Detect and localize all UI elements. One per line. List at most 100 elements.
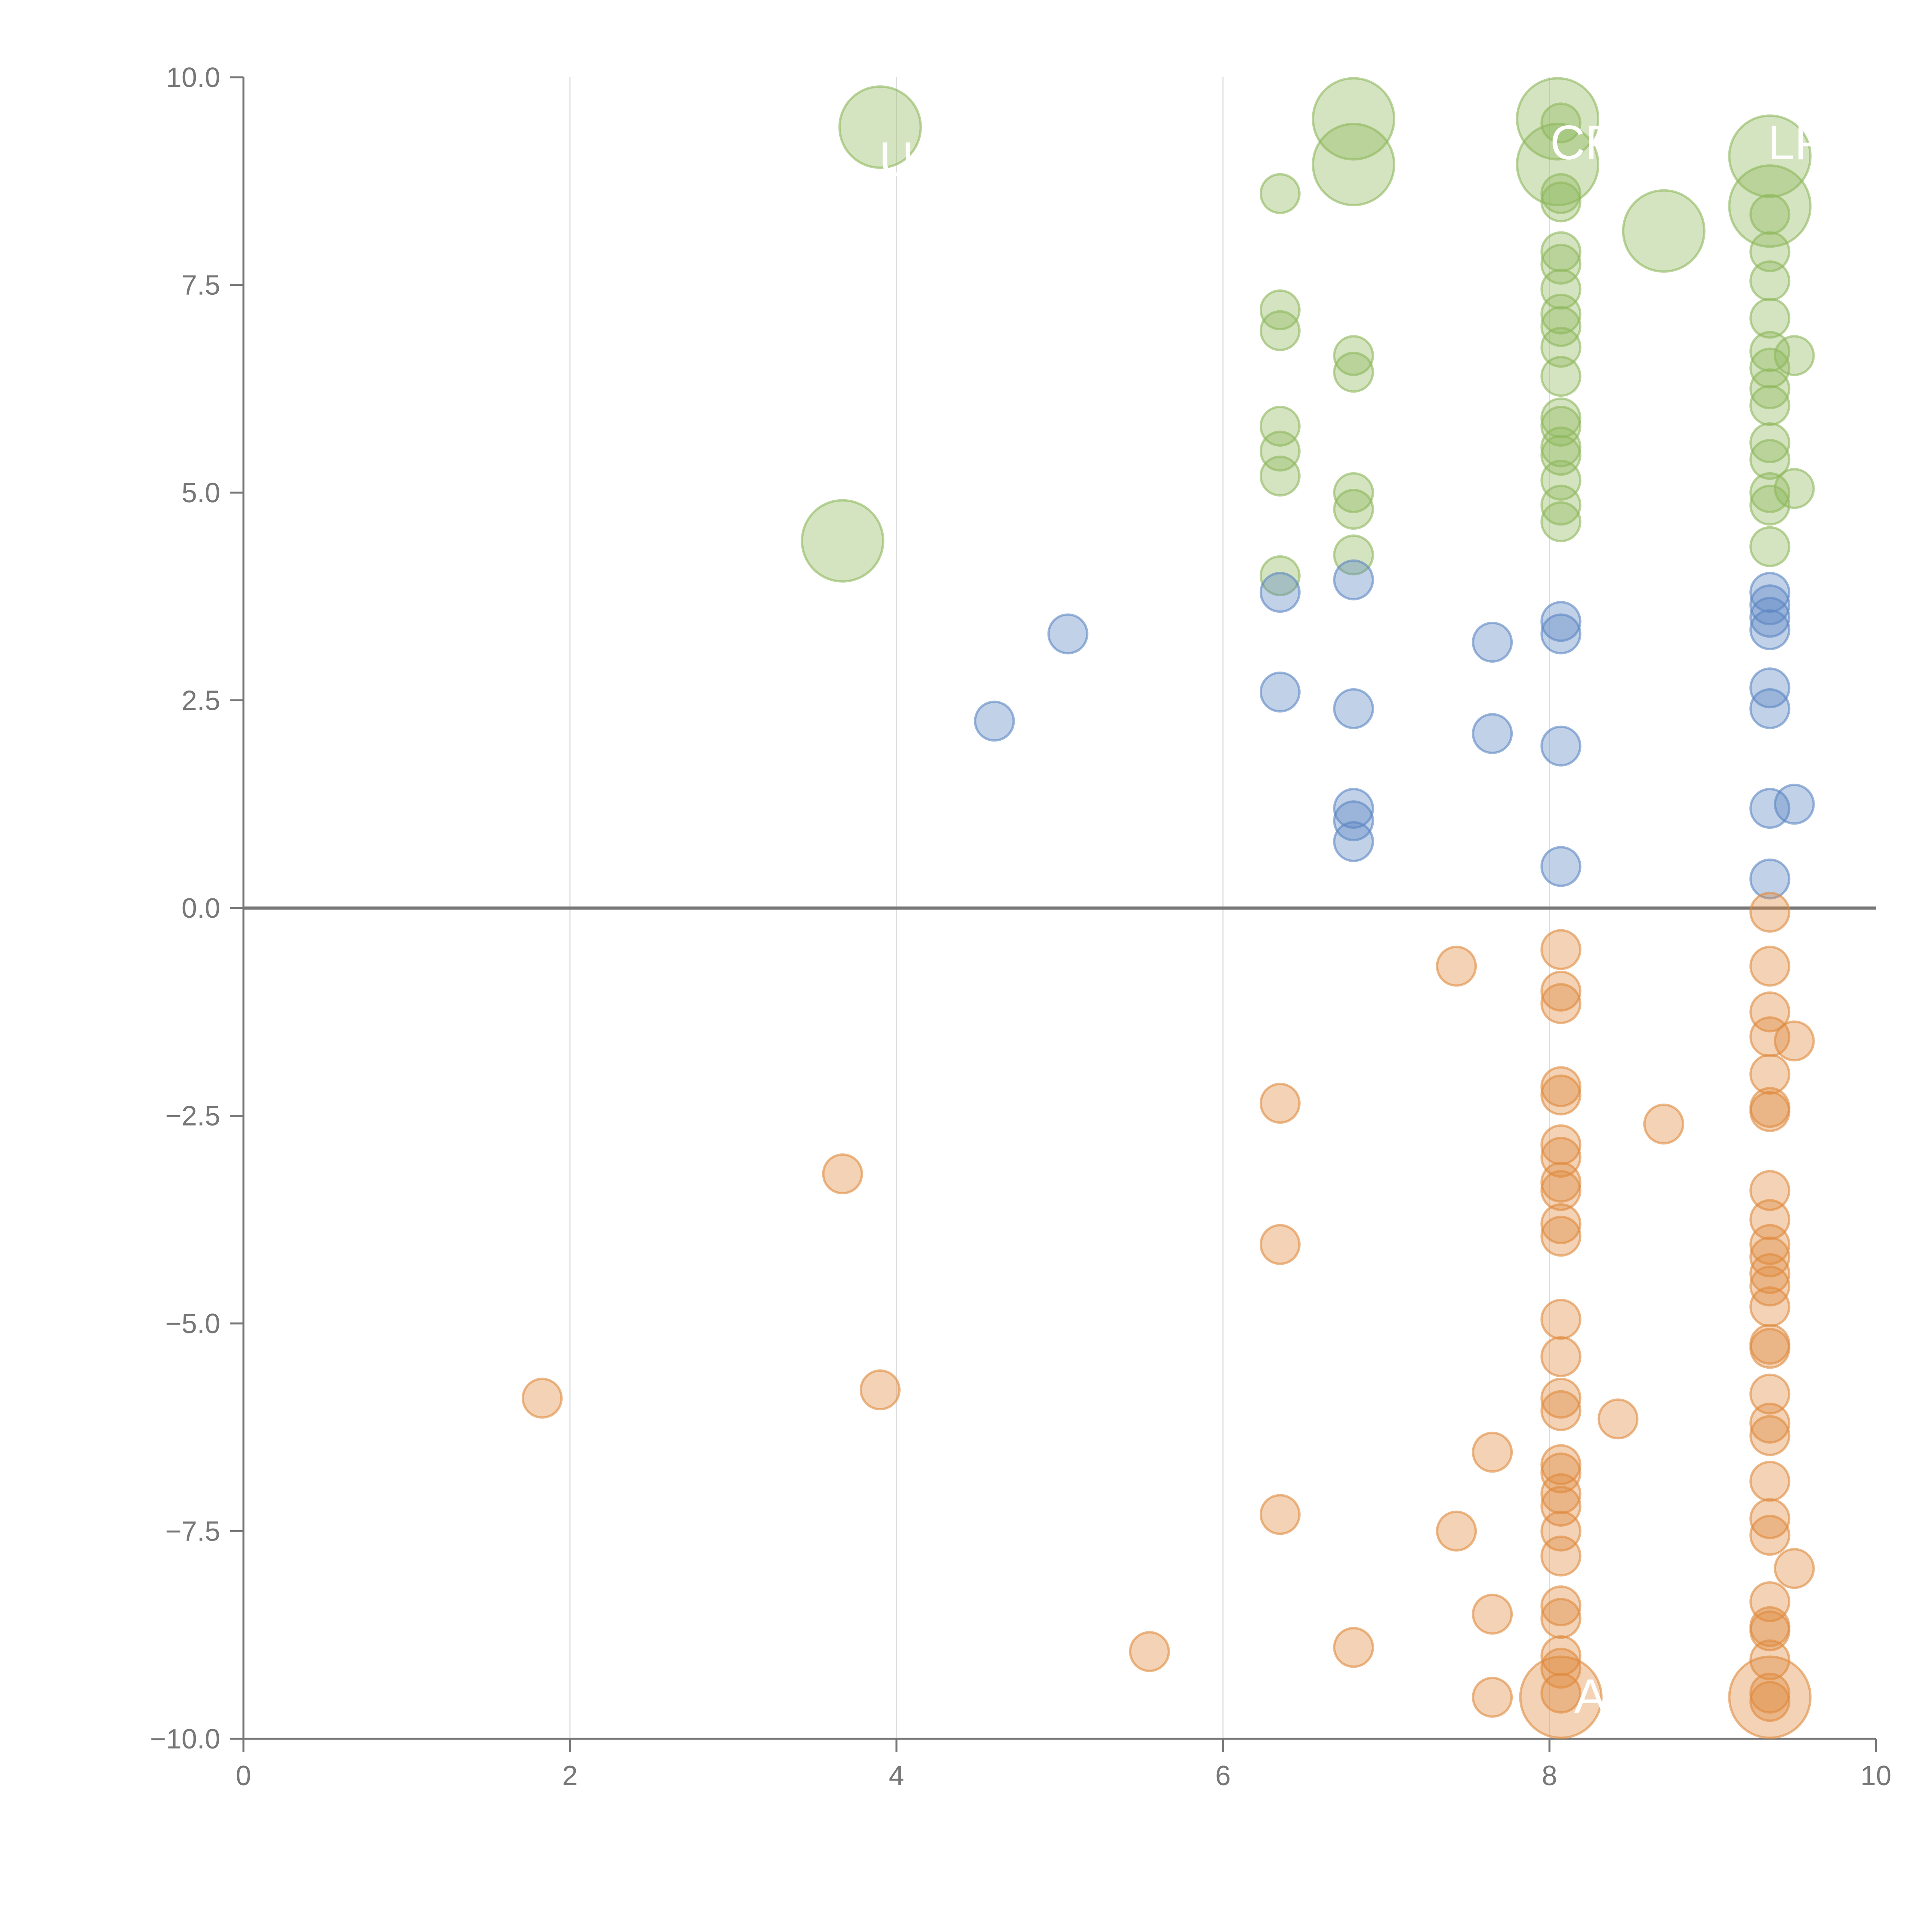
data-point (1540, 243, 1582, 285)
data-point (1333, 688, 1374, 729)
y-tick-label: −5.0 (165, 1308, 220, 1339)
data-point (1749, 1373, 1791, 1415)
data-point (1749, 1581, 1791, 1622)
data-point (1749, 1286, 1791, 1327)
data-point (1749, 858, 1791, 900)
data-point (1259, 1494, 1301, 1535)
data-point (1749, 1224, 1791, 1265)
data-point (1749, 1415, 1791, 1456)
data-point (1749, 526, 1791, 567)
data-point (1774, 784, 1815, 825)
data-point (1540, 1170, 1582, 1211)
data-point (1749, 946, 1791, 987)
data-point (1622, 189, 1706, 273)
data-point (1540, 406, 1582, 447)
data-point (1540, 1672, 1582, 1714)
data-point (1540, 1203, 1582, 1244)
data-point (1333, 335, 1374, 376)
data-point (1333, 352, 1374, 393)
data-point (1749, 1054, 1791, 1095)
data-point (1540, 485, 1582, 526)
data-point (1333, 489, 1374, 530)
data-point (1540, 1378, 1582, 1419)
data-point (1333, 559, 1374, 600)
data-point (859, 1369, 901, 1410)
data-point (822, 1153, 863, 1194)
data-point (1749, 1236, 1791, 1277)
data-point (1259, 555, 1301, 596)
data-point (1540, 293, 1582, 335)
data-point (1540, 1510, 1582, 1552)
data-point (1259, 430, 1301, 472)
data-point (1749, 1170, 1791, 1211)
data-point (1259, 1224, 1301, 1265)
x-tick-label: 6 (1215, 1760, 1231, 1791)
annotation-label: U (879, 133, 914, 186)
y-tick-label: 0.0 (182, 893, 220, 924)
data-point (1540, 601, 1582, 642)
data-point (1129, 1631, 1170, 1672)
data-point (1047, 613, 1088, 655)
data-point (1774, 468, 1815, 509)
data-point (1749, 1498, 1791, 1539)
data-point (1749, 1515, 1791, 1556)
data-point (1540, 356, 1582, 397)
data-point (1749, 485, 1791, 526)
data-point (1749, 385, 1791, 426)
y-tick-label: 7.5 (182, 270, 220, 301)
data-point (1749, 1199, 1791, 1240)
data-point (1749, 260, 1791, 301)
data-point (1540, 1452, 1582, 1493)
data-point (1540, 1598, 1582, 1639)
data-point (1774, 335, 1815, 376)
data-point (1749, 422, 1791, 463)
data-point (1774, 1548, 1815, 1589)
annotations: U CFX LPL A (879, 116, 1854, 1723)
data-point (1749, 347, 1791, 389)
data-point (1312, 77, 1395, 161)
data-point (1540, 1137, 1582, 1178)
y-tick-label: 5.0 (182, 478, 220, 509)
data-point (1749, 688, 1791, 729)
data-point (1472, 1594, 1513, 1635)
data-point (1728, 1655, 1812, 1739)
data-point (1749, 194, 1791, 235)
data-point (1749, 1091, 1791, 1132)
x-tick-label: 2 (562, 1760, 578, 1791)
data-point (1259, 456, 1301, 497)
y-tick-label: −7.5 (165, 1516, 220, 1547)
data-point (1749, 1253, 1791, 1294)
data-point (1540, 501, 1582, 543)
data-point (1472, 713, 1513, 754)
data-point (1472, 1677, 1513, 1718)
data-point (1259, 406, 1301, 447)
data-point (1749, 667, 1791, 709)
data-point (1312, 122, 1395, 206)
annotation-label: LPL (1768, 116, 1854, 170)
data-point (1472, 1432, 1513, 1473)
data-point (1749, 1639, 1791, 1680)
data-point (1728, 164, 1812, 248)
data-point (1259, 289, 1301, 330)
data-point (1540, 181, 1582, 223)
data-point (1749, 891, 1791, 933)
data-points (522, 77, 1815, 1739)
data-point (1540, 971, 1582, 1012)
data-point (1540, 1124, 1582, 1165)
data-point (1749, 609, 1791, 650)
axes: 0 2 4 6 8 10 10.0 7.5 5.0 2.5 0.0 −2.5 −5.0 −7.5 −10.0 (150, 62, 1891, 1791)
data-point (1540, 102, 1582, 144)
data-point (1540, 1074, 1582, 1116)
data-point (1749, 1681, 1791, 1722)
annotation-label: A (1574, 1670, 1607, 1723)
data-point (1749, 1610, 1791, 1651)
data-point (1540, 459, 1582, 501)
data-point (1540, 1299, 1582, 1340)
data-point (1333, 800, 1374, 842)
data-point (1540, 1336, 1582, 1377)
x-tick-label: 4 (889, 1760, 904, 1791)
data-point (1259, 572, 1301, 613)
y-tick-label: −10.0 (150, 1724, 220, 1755)
annotation-label: CFX (1550, 116, 1647, 170)
data-point (1259, 310, 1301, 351)
